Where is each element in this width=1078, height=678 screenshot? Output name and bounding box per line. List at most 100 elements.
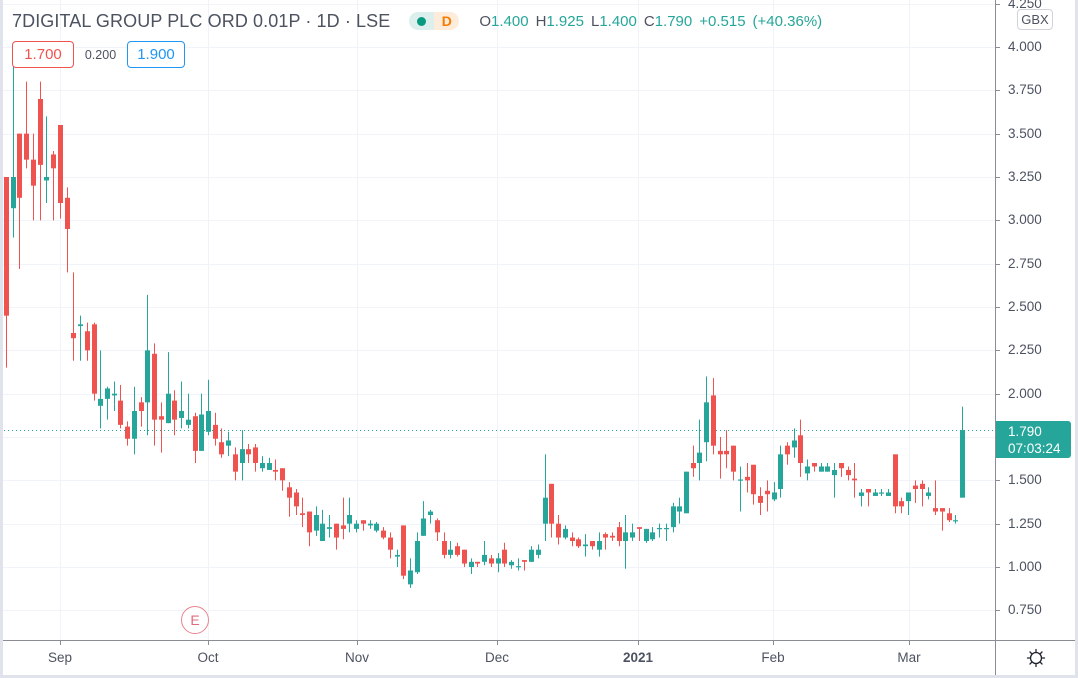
- currency-button[interactable]: GBX: [1017, 9, 1053, 30]
- time-axis-label: Mar: [897, 650, 921, 665]
- candle: [812, 463, 817, 472]
- time-axis-tick: [497, 641, 498, 645]
- price-axis-tick: [995, 480, 1000, 481]
- candle-body: [630, 532, 635, 538]
- symbol-title[interactable]: 7DIGITAL GROUP PLC ORD 0.01P · 1D · LSE: [12, 10, 391, 31]
- candle-body: [408, 570, 413, 585]
- time-axis-label: Dec: [484, 650, 509, 665]
- candle-body: [31, 159, 36, 186]
- price-axis-tick: [995, 134, 1000, 135]
- sell-button[interactable]: 1.700: [12, 41, 74, 68]
- candle: [233, 447, 238, 481]
- candle: [428, 509, 433, 524]
- candle-body: [139, 402, 144, 412]
- time-axis-label: Oct: [197, 650, 219, 665]
- price-axis-tick: [995, 4, 1000, 5]
- candle-body: [556, 523, 561, 538]
- price-axis-tick: [995, 610, 1000, 611]
- change-percent: (+40.36%): [752, 12, 823, 30]
- candle-body: [294, 492, 299, 507]
- candle: [24, 81, 29, 169]
- candle: [543, 454, 548, 542]
- candle-body: [691, 463, 696, 469]
- candle-body: [112, 393, 117, 396]
- candle-body: [240, 449, 245, 464]
- candle-body: [509, 561, 514, 566]
- candle-body: [772, 492, 777, 500]
- ohlc-high: H1.925: [536, 13, 584, 30]
- candle: [610, 532, 615, 542]
- candle-body: [388, 537, 393, 550]
- price-axis-tick: [995, 307, 1000, 308]
- candle: [556, 515, 561, 545]
- candle: [778, 445, 783, 498]
- time-axis-tick: [773, 641, 774, 645]
- bottom-border: [0, 675, 1078, 678]
- time-axis-tick: [909, 641, 910, 645]
- candle: [893, 454, 898, 514]
- price-axis-label: 1.250: [1008, 516, 1042, 531]
- candle-body: [731, 445, 736, 472]
- candle: [785, 442, 790, 465]
- candle-body: [152, 353, 157, 420]
- candle: [361, 520, 366, 531]
- price-axis-label: 3.000: [1008, 212, 1042, 227]
- chart-pane[interactable]: [0, 0, 995, 640]
- candle-body: [926, 492, 931, 496]
- candle-body: [206, 411, 211, 432]
- candle-body: [496, 558, 501, 564]
- candle: [287, 482, 292, 517]
- candle-body: [718, 450, 723, 455]
- candle-body: [455, 546, 460, 555]
- candle: [960, 406, 965, 498]
- candle: [166, 352, 171, 424]
- buy-button[interactable]: 1.900: [127, 41, 185, 68]
- candle-body: [805, 466, 810, 474]
- high-label: H: [535, 12, 547, 30]
- price-axis-tick: [995, 47, 1000, 48]
- candle: [253, 443, 258, 472]
- candles: [4, 64, 965, 588]
- candle: [852, 463, 857, 498]
- candle-body: [38, 98, 43, 165]
- candle: [677, 497, 682, 524]
- market-status-pill[interactable]: D: [409, 12, 460, 30]
- candle: [650, 527, 655, 542]
- earnings-marker[interactable]: E: [181, 606, 209, 634]
- candle-body: [960, 430, 965, 498]
- candle-body: [24, 133, 29, 160]
- candle: [186, 393, 191, 429]
- candle-body: [684, 471, 689, 514]
- candle-body: [368, 523, 373, 526]
- candle-body: [859, 492, 864, 496]
- candle: [401, 525, 406, 580]
- candle-body: [913, 485, 918, 490]
- candle-body: [435, 520, 440, 533]
- candle-body: [219, 442, 224, 455]
- candle-body: [118, 400, 123, 425]
- candle: [657, 523, 662, 538]
- price-axis-label: 0.750: [1008, 602, 1042, 617]
- candle: [4, 176, 9, 368]
- candle-body: [536, 549, 541, 555]
- candle-body: [267, 463, 272, 470]
- price-axis-label: 2.250: [1008, 342, 1042, 357]
- candle-body: [300, 513, 305, 516]
- candle: [482, 541, 487, 566]
- candle-body: [502, 549, 507, 564]
- candle-body: [697, 452, 702, 464]
- candle: [421, 501, 426, 536]
- candle-body: [920, 483, 925, 490]
- price-axis-tick: [995, 264, 1000, 265]
- candle: [792, 428, 797, 458]
- price-axis[interactable]: 4.250 4.000 3.750 3.500 3.250 3.000 2.750 2.500…: [995, 0, 1075, 640]
- candle-body: [11, 176, 16, 209]
- candle: [341, 497, 346, 540]
- candle: [644, 528, 649, 543]
- candle-body: [246, 449, 251, 455]
- candle: [219, 428, 224, 458]
- candle-body: [583, 544, 588, 547]
- gear-icon[interactable]: [1026, 648, 1046, 668]
- candle: [583, 534, 588, 557]
- candle: [570, 532, 575, 547]
